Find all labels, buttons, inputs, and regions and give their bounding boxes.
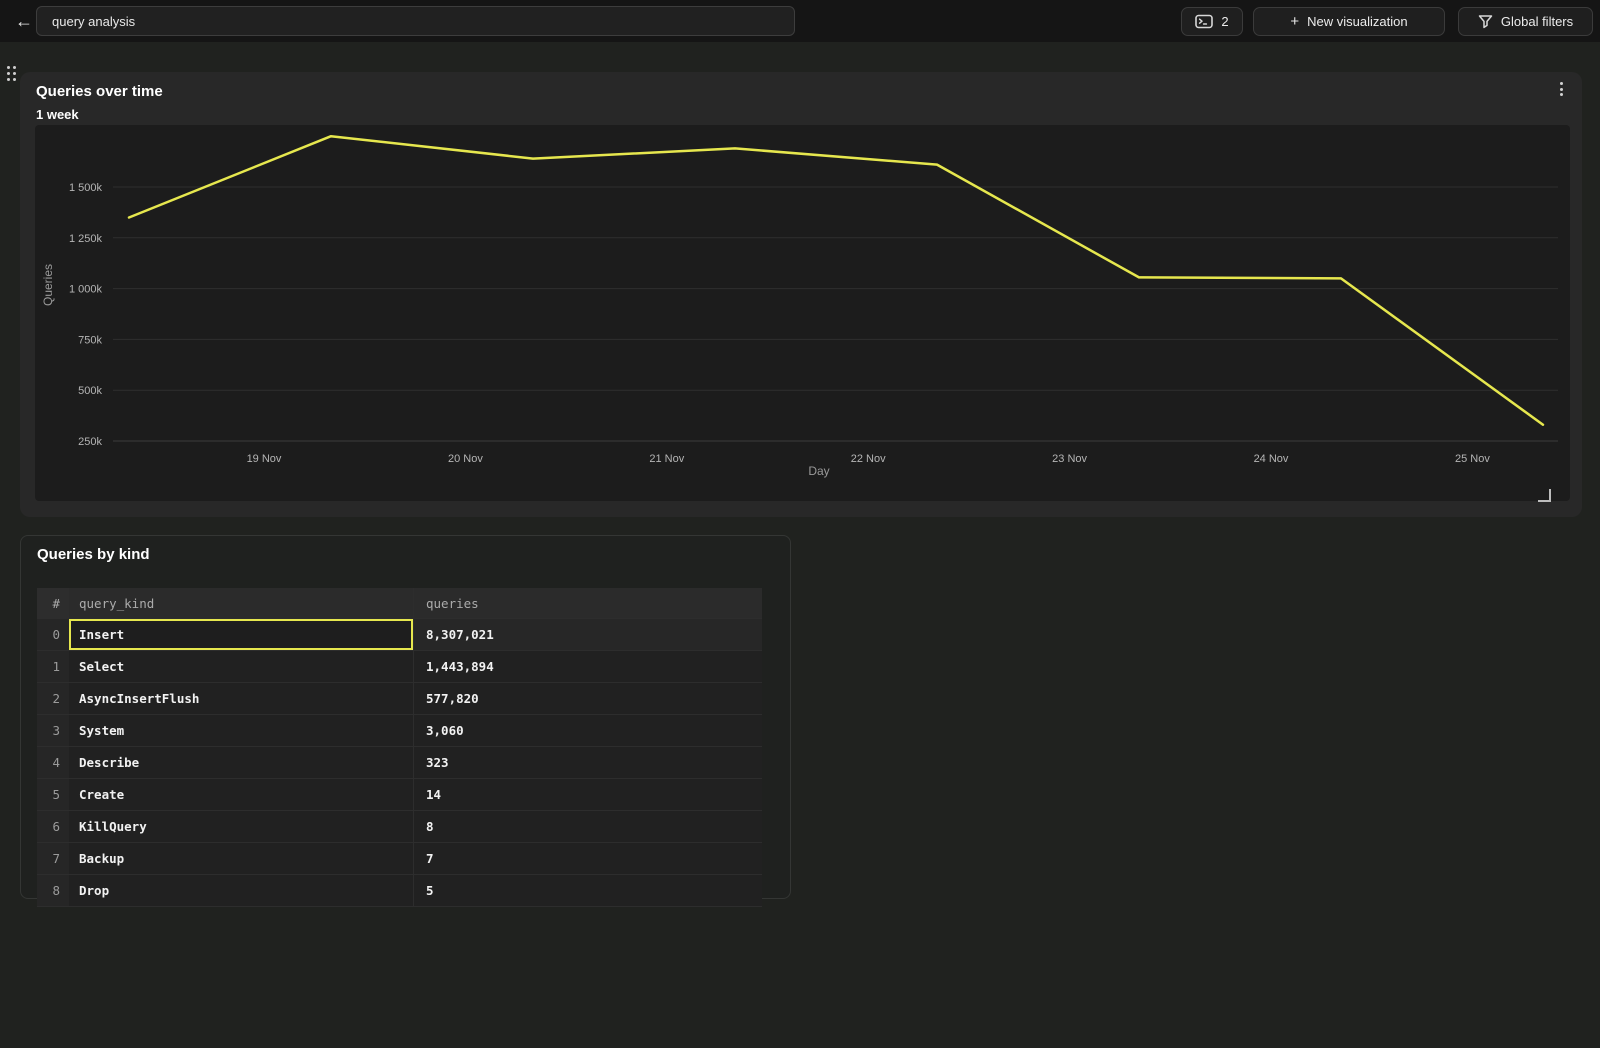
x-tick-label: 19 Nov [247, 453, 282, 465]
table-row: 3 System 3,060 [37, 714, 762, 746]
y-tick-label: 500k [78, 385, 102, 397]
queries-over-time-panel: Queries over time 1 week 1 500k 1 250k 1 0… [20, 72, 1582, 517]
sql-console-icon [1195, 14, 1214, 29]
cell-query-kind[interactable]: Drop [79, 883, 110, 898]
global-filters-button[interactable]: Global filters [1458, 7, 1593, 36]
cell-queries[interactable]: 323 [413, 747, 762, 778]
back-arrow-icon[interactable]: ← [15, 11, 33, 31]
header-index[interactable]: # [37, 588, 69, 618]
x-tick-label: 23 Nov [1052, 453, 1087, 465]
cell-query-kind[interactable]: System [79, 723, 125, 738]
cell-row-index[interactable]: 4 [37, 747, 69, 778]
chart-title: Queries over time [36, 83, 163, 100]
queries-by-kind-panel: Queries by kind # query_kind queries 0 In… [20, 535, 791, 907]
y-tick-label: 1 500k [69, 182, 103, 194]
queries-by-kind-table: # query_kind queries 0 Insert 8,307,021 1 Se… [37, 588, 762, 907]
x-tick-label: 20 Nov [448, 453, 483, 465]
y-axis-name: Queries [41, 264, 55, 306]
table-title: Queries by kind [37, 546, 150, 563]
queries-line-chart: 1 500k 1 250k 1 000k 750k 500k 250k 19 Nov 20 N… [41, 134, 1558, 478]
sql-console-count-button[interactable]: 2 [1181, 7, 1243, 36]
cell-query-kind[interactable]: KillQuery [79, 819, 147, 834]
cell-queries[interactable]: 5 [413, 875, 762, 906]
table-row: 8 Drop 5 [37, 874, 762, 906]
cell-queries[interactable]: 3,060 [413, 715, 762, 746]
panel-menu-kebab-icon[interactable] [1554, 80, 1568, 98]
top-bar: ← 2 + New visualization Global filters [0, 0, 1600, 42]
cell-row-index[interactable]: 0 [37, 619, 69, 650]
funnel-icon [1478, 14, 1493, 29]
x-axis-name: Day [808, 464, 829, 478]
cell-queries[interactable]: 7 [413, 843, 762, 874]
cell-queries[interactable]: 577,820 [413, 683, 762, 714]
global-filters-label: Global filters [1500, 14, 1574, 29]
table-row: 1 Select 1,443,894 [37, 650, 762, 682]
table-body: 0 Insert 8,307,021 1 Select 1,443,894 2 AsyncIn… [37, 618, 762, 906]
cell-row-index[interactable]: 5 [37, 779, 69, 810]
table-header-row: # query_kind queries [37, 588, 762, 618]
plus-icon: + [1290, 12, 1300, 30]
cell-queries[interactable]: 14 [413, 779, 762, 810]
table-row: 5 Create 14 [37, 778, 762, 810]
cell-row-index[interactable]: 1 [37, 651, 69, 682]
panel-resize-handle-icon[interactable] [1538, 489, 1551, 502]
cell-query-kind[interactable]: Create [79, 787, 125, 802]
chart-subtitle: 1 week [36, 107, 79, 122]
cell-row-index[interactable]: 6 [37, 811, 69, 842]
cell-row-index[interactable]: 3 [37, 715, 69, 746]
table-row: 7 Backup 7 [37, 842, 762, 874]
cell-row-index[interactable]: 8 [37, 875, 69, 906]
x-tick-label: 24 Nov [1254, 453, 1289, 465]
cell-queries[interactable]: 8 [413, 811, 762, 842]
series-line-queries [127, 134, 1545, 426]
cell-query-kind[interactable]: Describe [79, 755, 140, 770]
cell-row-index[interactable]: 7 [37, 843, 69, 874]
cell-query-kind[interactable]: Insert [69, 619, 413, 650]
cell-queries[interactable]: 8,307,021 [413, 619, 762, 650]
header-query-kind[interactable]: query_kind [79, 595, 155, 611]
line-chart-canvas[interactable]: 1 500k 1 250k 1 000k 750k 500k 250k 19 Nov 20 N… [35, 125, 1570, 501]
new-visualization-label: New visualization [1307, 14, 1408, 29]
cell-queries[interactable]: 1,443,894 [413, 651, 762, 682]
y-tick-label: 1 000k [69, 284, 103, 296]
header-queries[interactable]: queries [413, 588, 762, 618]
x-tick-label: 21 Nov [649, 453, 684, 465]
table-row: 6 KillQuery 8 [37, 810, 762, 842]
new-visualization-button[interactable]: + New visualization [1253, 7, 1445, 36]
dashboard-name-input[interactable] [36, 6, 795, 36]
cell-query-kind[interactable]: Backup [79, 851, 125, 866]
table-row: 0 Insert 8,307,021 [37, 618, 762, 650]
x-tick-label: 25 Nov [1455, 453, 1490, 465]
cell-query-kind[interactable]: Select [79, 659, 125, 674]
cell-row-index[interactable]: 2 [37, 683, 69, 714]
y-tick-label: 1 250k [69, 233, 103, 245]
x-tick-label: 22 Nov [851, 453, 886, 465]
table-row: 2 AsyncInsertFlush 577,820 [37, 682, 762, 714]
y-tick-label: 750k [78, 334, 102, 346]
cell-query-kind[interactable]: AsyncInsertFlush [79, 691, 200, 706]
table-row: 4 Describe 323 [37, 746, 762, 778]
y-tick-label: 250k [78, 436, 102, 448]
console-count-badge: 2 [1221, 14, 1229, 29]
panel-drag-handle-icon[interactable] [7, 66, 19, 83]
